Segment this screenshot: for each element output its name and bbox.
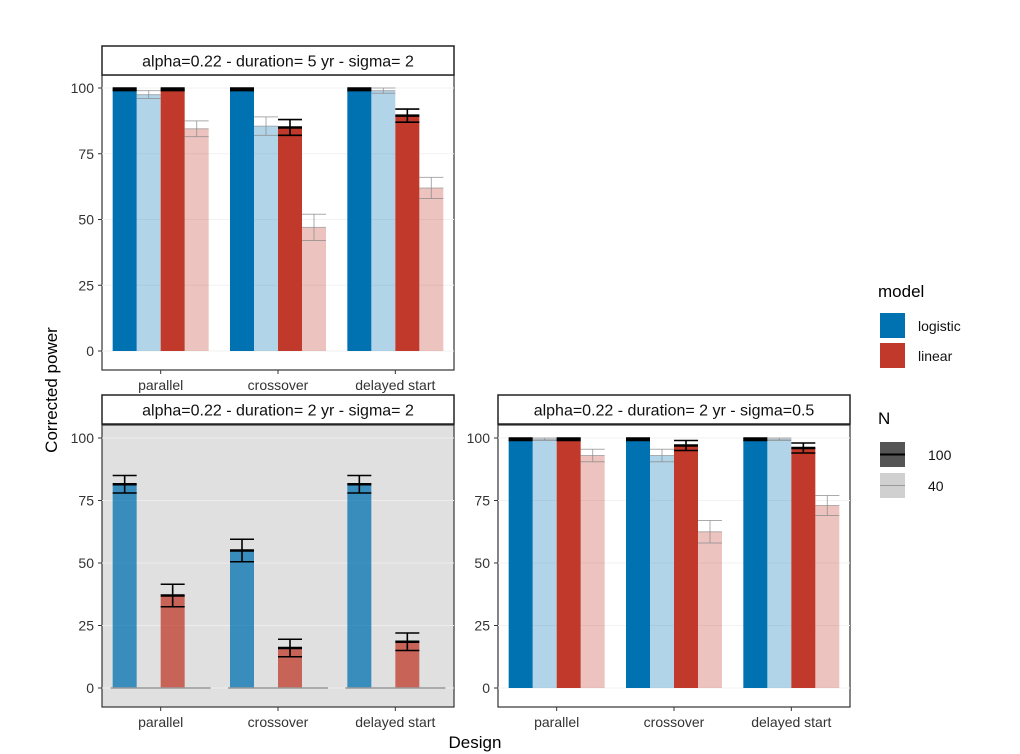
- y-axis-title: Corrected power: [42, 327, 61, 453]
- facet-strip-label: alpha=0.22 - duration= 5 yr - sigma= 2: [142, 54, 414, 71]
- y-tick-label: 50: [78, 555, 94, 571]
- legend-label-n-40: 40: [928, 478, 944, 494]
- y-tick-label: 75: [474, 493, 490, 509]
- facet-strip-label: alpha=0.22 - duration= 2 yr - sigma= 2: [142, 403, 414, 420]
- x-tick-label: delayed start: [355, 714, 435, 730]
- bar-logistic-40: [137, 95, 161, 351]
- bar-linear-40: [302, 227, 326, 351]
- bar-logistic-40: [254, 126, 278, 351]
- bar-linear-100: [557, 439, 581, 688]
- legend: model logistic linear N 100 40: [878, 282, 961, 498]
- x-tick-label: delayed start: [751, 714, 831, 730]
- faceted-bar-chart: 0 25 50 75 100 alpha=0.22 - duration= 5 yr - …: [0, 0, 1020, 754]
- bar-logistic-40: [533, 439, 557, 688]
- bar-logistic-100: [509, 439, 533, 688]
- legend-key-logistic: [880, 313, 905, 338]
- x-tick-label: parallel: [138, 714, 183, 730]
- y-tick-label: 0: [86, 343, 94, 359]
- y-tick-label: 0: [86, 680, 94, 696]
- facet-strip-label: alpha=0.22 - duration= 2 yr - sigma=0.5: [534, 403, 815, 420]
- legend-title-n: N: [878, 409, 890, 428]
- legend-label-n-100: 100: [928, 447, 952, 463]
- x-tick-label: crossover: [248, 714, 309, 730]
- bar-logistic-40: [650, 456, 674, 689]
- y-tick-label: 50: [474, 555, 490, 571]
- bar-linear-40: [698, 532, 722, 688]
- y-tick-label: 75: [78, 493, 94, 509]
- legend-label-logistic: logistic: [918, 318, 961, 334]
- bar-logistic-100: [743, 439, 767, 688]
- x-tick-label: parallel: [138, 377, 183, 393]
- bar-linear-40: [185, 129, 209, 351]
- y-tick-label: 100: [467, 430, 491, 446]
- bar-logistic-100: [113, 89, 137, 351]
- bar-logistic-100: [347, 484, 371, 688]
- bar-linear-100: [161, 89, 185, 351]
- facet-panel-1: 0 25 50 75 100 alpha=0.22 - duration= 5 yr - …: [71, 46, 454, 393]
- y-tick-label: 50: [78, 212, 94, 228]
- bar-linear-100: [395, 116, 419, 351]
- facet-panel-2: 0 25 50 75 100 alpha=0.22 - duration= 2 yr - …: [71, 395, 454, 730]
- y-tick-label: 25: [474, 618, 490, 634]
- legend-key-linear: [880, 343, 905, 368]
- bar-linear-40: [419, 188, 443, 351]
- x-tick-label: crossover: [248, 377, 309, 393]
- bar-logistic-40: [767, 439, 791, 688]
- bar-logistic-40: [371, 91, 395, 351]
- bar-logistic-100: [230, 551, 254, 689]
- y-tick-label: 100: [71, 80, 95, 96]
- x-tick-label: delayed start: [355, 377, 435, 393]
- x-tick-label: crossover: [644, 714, 705, 730]
- x-axis-title: Design: [449, 733, 502, 752]
- bar-linear-40: [581, 456, 605, 689]
- y-tick-label: 25: [78, 618, 94, 634]
- x-tick-label: parallel: [534, 714, 579, 730]
- facet-panel-3: 0 25 50 75 100 alpha=0.22 - duration= 2 yr - …: [467, 395, 850, 730]
- y-tick-label: 100: [71, 430, 95, 446]
- legend-title-model: model: [878, 282, 924, 301]
- legend-label-linear: linear: [918, 348, 953, 364]
- y-tick-label: 25: [78, 277, 94, 293]
- bar-linear-40: [815, 506, 839, 689]
- bar-logistic-100: [626, 439, 650, 688]
- bar-linear-100: [674, 446, 698, 689]
- bar-logistic-100: [347, 89, 371, 351]
- y-tick-label: 75: [78, 146, 94, 162]
- bar-logistic-100: [113, 484, 137, 688]
- y-tick-label: 0: [482, 680, 490, 696]
- bar-linear-100: [161, 596, 185, 689]
- bar-linear-100: [791, 448, 815, 688]
- bar-linear-100: [278, 127, 302, 351]
- bar-logistic-100: [230, 89, 254, 351]
